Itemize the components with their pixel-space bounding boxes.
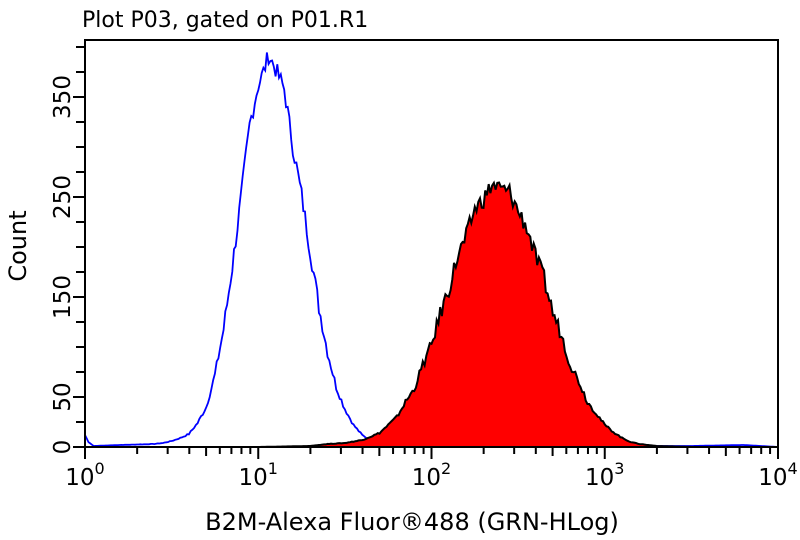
tick-base: 10 xyxy=(758,465,787,491)
y-tick-label: 350 xyxy=(50,75,76,119)
x-tick-label: 104 xyxy=(758,459,797,491)
y-tick-label: 0 xyxy=(50,440,76,455)
tick-exponent: 4 xyxy=(788,459,798,478)
x-tick-label: 100 xyxy=(65,459,104,491)
y-tick-label: 50 xyxy=(50,382,76,411)
tick-base: 10 xyxy=(585,465,614,491)
series-layer xyxy=(84,52,779,448)
tick-base: 10 xyxy=(65,465,94,491)
tick-base: 10 xyxy=(239,465,268,491)
tick-exponent: 0 xyxy=(95,459,105,478)
y-tick-label: 250 xyxy=(50,175,76,219)
x-tick-label: 102 xyxy=(412,459,451,491)
series-fill-1 xyxy=(258,182,778,447)
chart-title: Plot P03, gated on P01.R1 xyxy=(82,8,368,33)
tick-base: 10 xyxy=(412,465,441,491)
x-axis-label: B2M-Alexa Fluor®488 (GRN-HLog) xyxy=(205,508,619,536)
tick-exponent: 2 xyxy=(441,459,451,478)
tick-exponent: 1 xyxy=(268,459,278,478)
y-tick-label: 150 xyxy=(50,275,76,319)
tick-exponent: 3 xyxy=(614,459,624,478)
x-tick-label: 101 xyxy=(239,459,278,491)
x-tick-label: 103 xyxy=(585,459,624,491)
y-axis-label: Count xyxy=(4,210,32,281)
